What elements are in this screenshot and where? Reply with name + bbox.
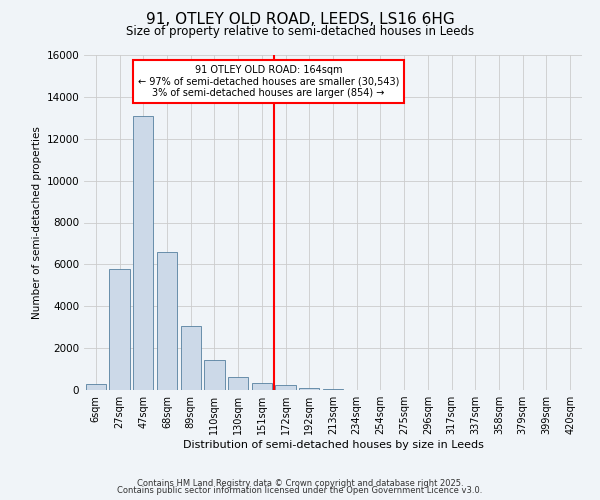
Bar <box>109 268 130 390</box>
Bar <box>228 378 248 390</box>
Text: 91 OTLEY OLD ROAD: 164sqm
← 97% of semi-detached houses are smaller (30,543)
3% : 91 OTLEY OLD ROAD: 164sqm ← 97% of semi-… <box>137 65 399 98</box>
Text: Contains HM Land Registry data © Crown copyright and database right 2025.: Contains HM Land Registry data © Crown c… <box>137 478 463 488</box>
Bar <box>181 326 201 390</box>
X-axis label: Distribution of semi-detached houses by size in Leeds: Distribution of semi-detached houses by … <box>182 440 484 450</box>
Y-axis label: Number of semi-detached properties: Number of semi-detached properties <box>32 126 42 319</box>
Text: 91, OTLEY OLD ROAD, LEEDS, LS16 6HG: 91, OTLEY OLD ROAD, LEEDS, LS16 6HG <box>146 12 454 28</box>
Bar <box>86 384 106 390</box>
Bar <box>133 116 154 390</box>
Bar <box>275 385 296 390</box>
Bar <box>157 252 177 390</box>
Text: Size of property relative to semi-detached houses in Leeds: Size of property relative to semi-detach… <box>126 25 474 38</box>
Text: Contains public sector information licensed under the Open Government Licence v3: Contains public sector information licen… <box>118 486 482 495</box>
Bar <box>252 382 272 390</box>
Bar <box>323 389 343 390</box>
Bar <box>299 388 319 390</box>
Bar <box>205 360 224 390</box>
